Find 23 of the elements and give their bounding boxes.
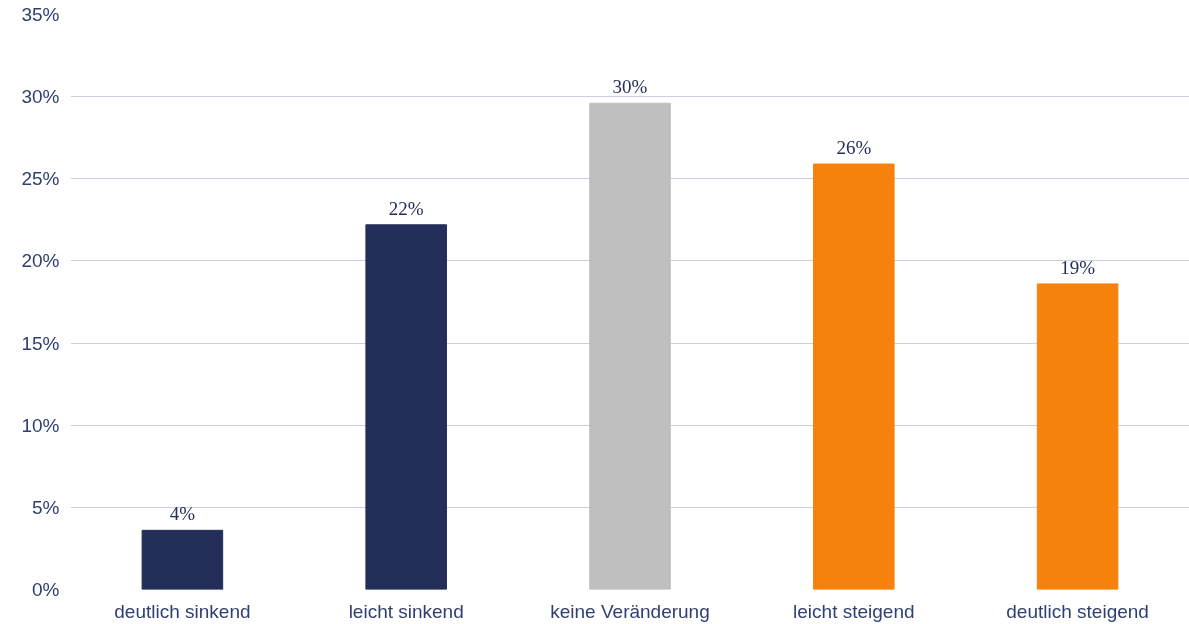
x-tick-label: leicht sinkend xyxy=(348,600,464,622)
data-label: 19% xyxy=(1060,256,1096,278)
bar xyxy=(365,224,447,590)
data-label: 30% xyxy=(612,76,648,98)
x-tick-label: deutlich steigend xyxy=(1006,600,1149,622)
bar xyxy=(813,163,895,590)
bar xyxy=(589,102,671,590)
bar xyxy=(1036,283,1119,590)
data-label: 4% xyxy=(169,503,196,525)
y-tick-label: 5% xyxy=(32,496,60,518)
x-tick-label: leicht steigend xyxy=(793,600,915,622)
x-tick-label: deutlich sinkend xyxy=(114,600,251,622)
y-tick-label: 20% xyxy=(21,250,60,272)
y-tick-label: 10% xyxy=(21,414,60,436)
y-tick-label: 0% xyxy=(32,579,60,600)
data-label: 26% xyxy=(836,137,872,158)
data-label: 22% xyxy=(388,197,424,219)
y-tick-label: 35% xyxy=(21,4,60,25)
y-tick-label: 30% xyxy=(21,86,60,108)
y-tick-label: 25% xyxy=(21,168,60,190)
bar xyxy=(141,529,224,590)
x-tick-label: keine Veränderung xyxy=(550,600,710,622)
y-tick-label: 15% xyxy=(21,332,60,354)
